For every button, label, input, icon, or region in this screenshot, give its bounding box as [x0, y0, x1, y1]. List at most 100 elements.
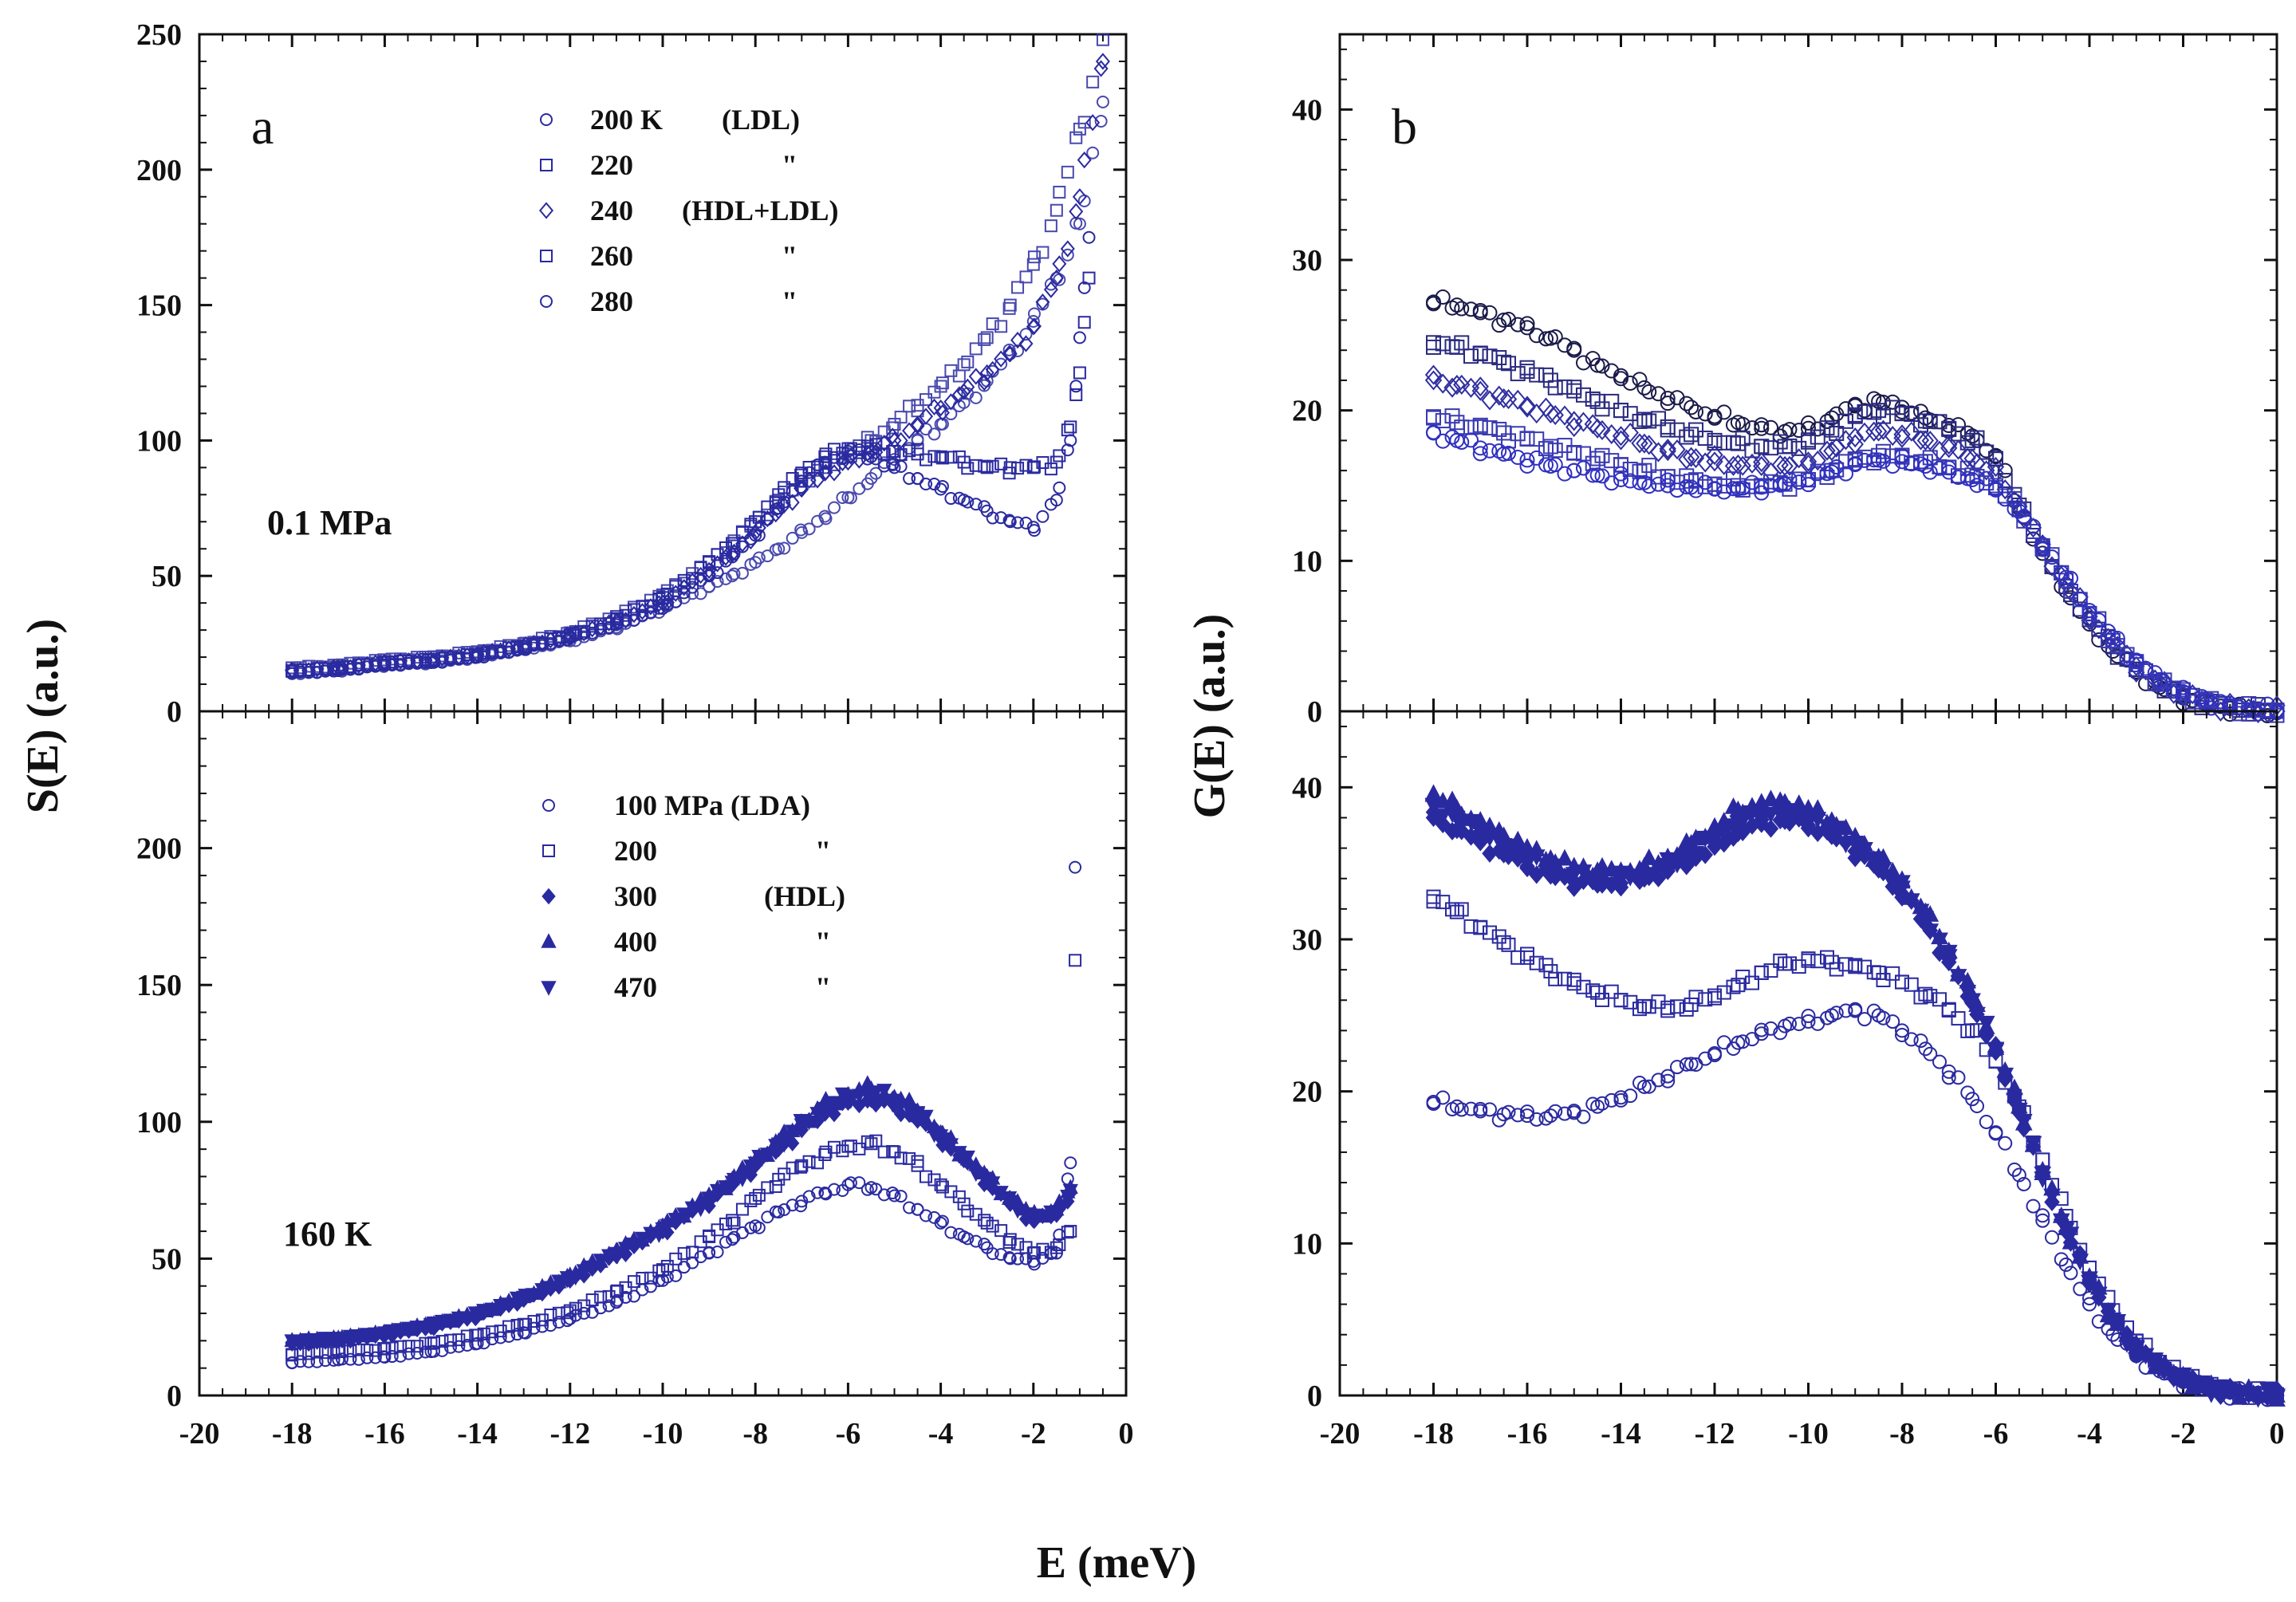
- data-point: [1426, 425, 1441, 441]
- data-point: [918, 1109, 934, 1125]
- data-point: [1426, 894, 1441, 909]
- data-point: [1566, 380, 1582, 396]
- data-point: [1848, 1003, 1863, 1018]
- data-point: [2176, 683, 2191, 699]
- data-point: [1566, 976, 1581, 991]
- legend-label: 200 K: [590, 104, 663, 136]
- x-tick-label: -14: [1601, 1417, 1641, 1450]
- data-point: [727, 1216, 741, 1230]
- data-point: [424, 655, 438, 669]
- data-point: [864, 1137, 878, 1151]
- data-point: [2058, 569, 2074, 585]
- data-point: [1566, 444, 1582, 460]
- data-point: [1496, 1107, 1511, 1122]
- data-point: [980, 331, 994, 344]
- data-point: [2081, 606, 2098, 627]
- data-point: [1462, 813, 1480, 831]
- legend-note: ": [782, 240, 797, 272]
- data-point: [927, 450, 941, 463]
- data-point: [1968, 1006, 1986, 1024]
- data-point: [927, 427, 941, 441]
- data-point: [1471, 376, 1489, 397]
- data-point: [534, 1283, 550, 1298]
- data-point: [1604, 363, 1620, 379]
- data-point: [719, 1235, 733, 1249]
- data-point: [494, 1325, 507, 1338]
- data-point: [994, 1224, 1008, 1238]
- data-point: [1426, 1095, 1441, 1110]
- data-point: [944, 492, 958, 506]
- data-point: [1595, 992, 1609, 1007]
- x-axis-title: E (meV): [1037, 1538, 1197, 1588]
- data-point: [411, 651, 424, 664]
- data-point: [1537, 397, 1555, 418]
- data-point: [510, 639, 524, 652]
- data-point: [1449, 904, 1464, 919]
- data-point: [1651, 1073, 1666, 1088]
- data-point: [1036, 297, 1050, 311]
- data-point: [1895, 974, 1909, 990]
- data-point: [1649, 442, 1668, 462]
- data-point: [1576, 446, 1591, 462]
- data-point: [2043, 556, 2061, 577]
- panel-a_top: 0 50 100 150 200 250 a 0.1 MPa 200 K (LDL) 220 " 240…: [136, 18, 1128, 729]
- data-point: [1684, 997, 1699, 1012]
- legend-label: 220: [590, 149, 633, 181]
- series-280: [286, 95, 1109, 680]
- data-point: [1903, 421, 1920, 442]
- data-point: [1754, 479, 1770, 495]
- data-point: [1426, 889, 1441, 904]
- plot-frame: [1338, 33, 2278, 713]
- data-point: [2174, 1372, 2192, 1389]
- data-point: [1916, 430, 1935, 451]
- data-point: [910, 415, 925, 433]
- data-point: [968, 368, 983, 385]
- data-point: [2082, 1297, 2097, 1312]
- x-tick-label: -16: [364, 1417, 405, 1450]
- data-point: [1613, 368, 1628, 384]
- data-point: [1819, 420, 1835, 436]
- data-point: [1632, 1076, 1647, 1091]
- data-point: [1612, 426, 1630, 447]
- data-point: [1941, 1070, 1956, 1085]
- data-point: [1847, 398, 1863, 414]
- y-tick-label: 100: [136, 424, 182, 458]
- data-point: [1894, 405, 1910, 421]
- data-point: [980, 461, 994, 474]
- data-point: [694, 587, 707, 600]
- data-point: [1730, 435, 1746, 451]
- data-point: [1754, 1022, 1769, 1037]
- data-point: [770, 1137, 786, 1152]
- data-point: [978, 459, 991, 473]
- data-point: [302, 659, 316, 673]
- data-point: [1585, 467, 1601, 483]
- data-point: [1698, 992, 1713, 1007]
- x-tick-label: -8: [742, 1417, 768, 1450]
- data-point: [1707, 476, 1723, 492]
- data-point: [1641, 1079, 1656, 1094]
- data-point: [602, 622, 616, 636]
- data-point: [2198, 1379, 2215, 1396]
- data-point: [1921, 923, 1940, 941]
- data-point: [1801, 953, 1816, 968]
- legend-entry: 200 ": [542, 835, 831, 867]
- x-tick-label: -18: [272, 1417, 313, 1450]
- data-point: [920, 1209, 933, 1222]
- y-axis-title-left: S(E) (a.u.): [18, 619, 68, 813]
- data-point: [935, 451, 949, 465]
- data-point: [1659, 441, 1676, 462]
- data-point: [1426, 409, 1441, 425]
- data-point: [969, 342, 983, 356]
- data-point: [544, 1308, 557, 1321]
- data-point: [1636, 998, 1652, 1014]
- data-point: [302, 1355, 316, 1368]
- data-point: [2104, 1312, 2122, 1329]
- data-point: [888, 418, 901, 431]
- data-point: [1050, 455, 1063, 469]
- data-point: [711, 1245, 724, 1258]
- data-point: [1801, 434, 1816, 450]
- data-point: [1019, 516, 1033, 529]
- data-point: [802, 1155, 816, 1168]
- data-point: [1688, 422, 1703, 438]
- series-200-k: [286, 230, 1096, 680]
